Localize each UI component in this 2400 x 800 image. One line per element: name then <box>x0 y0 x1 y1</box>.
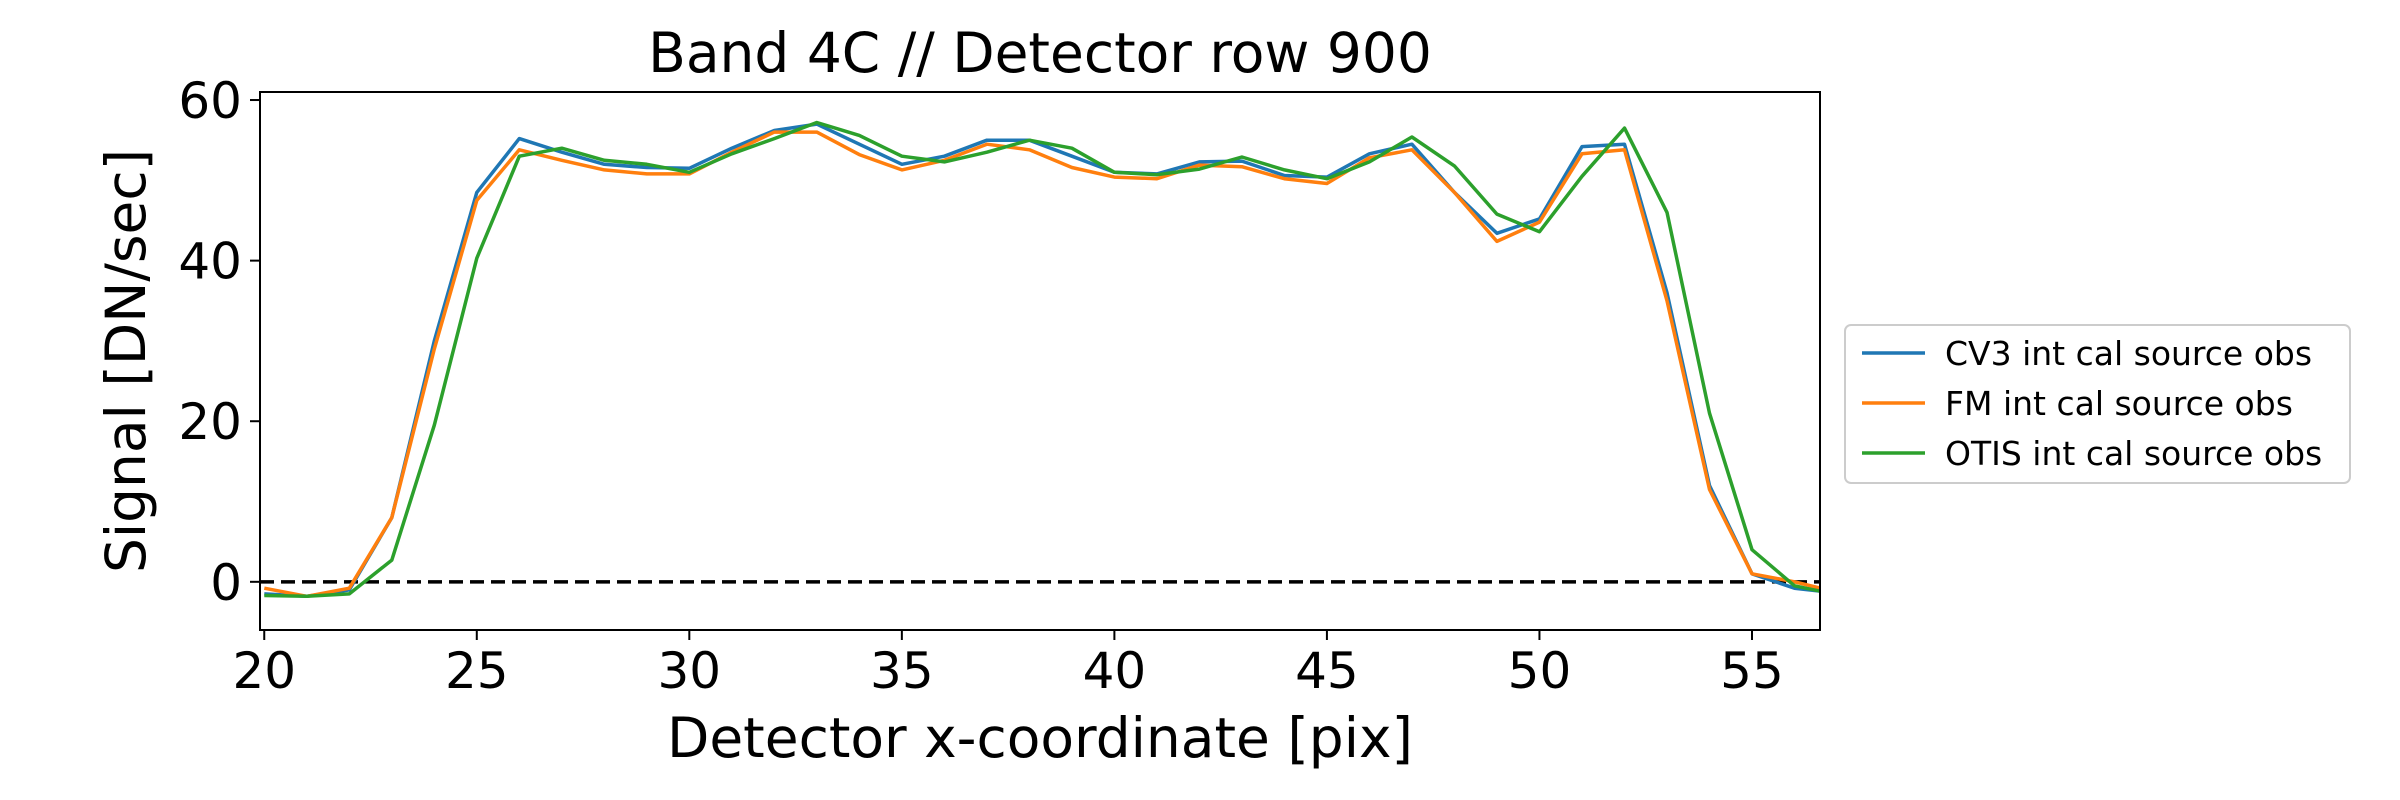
chart-title: Band 4C // Detector row 900 <box>648 21 1432 85</box>
y-tick-label: 40 <box>178 233 242 291</box>
y-tick-label: 0 <box>210 554 242 612</box>
x-tick-label: 45 <box>1295 642 1359 700</box>
series-lines <box>263 120 1820 599</box>
x-axis-label: Detector x-coordinate [pix] <box>667 706 1413 770</box>
legend-label-2: OTIS int cal source obs <box>1945 434 2322 473</box>
axis-ticks: 20 25 30 35 40 45 50 55 0 20 40 60 <box>178 72 1783 700</box>
series-line-2 <box>264 120 1820 599</box>
y-axis-label: Signal [DN/sec] <box>94 149 158 573</box>
x-tick-label: 25 <box>445 642 509 700</box>
plot-area <box>260 120 1820 599</box>
x-tick-label: 30 <box>658 642 722 700</box>
legend: CV3 int cal source obs FM int cal source … <box>1844 324 2351 484</box>
legend-label-1: FM int cal source obs <box>1945 384 2293 423</box>
legend-label-0: CV3 int cal source obs <box>1945 334 2312 373</box>
x-tick-label: 35 <box>870 642 934 700</box>
x-tick-label: 50 <box>1508 642 1572 700</box>
y-tick-label: 20 <box>178 393 242 451</box>
legend-box <box>1844 324 2351 484</box>
series-line-1 <box>263 130 1820 599</box>
series-line-0 <box>264 122 1820 599</box>
x-tick-label: 55 <box>1720 642 1784 700</box>
x-tick-label: 40 <box>1083 642 1147 700</box>
plot-frame <box>259 91 1821 631</box>
y-tick-label: 60 <box>178 72 242 130</box>
x-tick-label: 20 <box>232 642 296 700</box>
